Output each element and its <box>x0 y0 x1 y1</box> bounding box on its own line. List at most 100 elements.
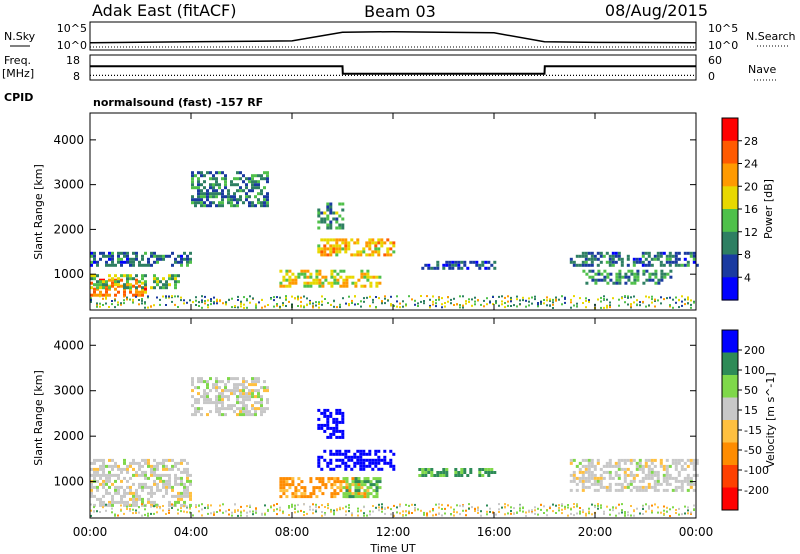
ground-scatter-cell <box>468 507 470 510</box>
scatter-cell <box>135 251 138 255</box>
scatter-cell <box>194 186 197 190</box>
scatter-cell <box>590 470 594 474</box>
scatter-cell <box>611 251 615 255</box>
scatter-cell <box>677 461 681 465</box>
ground-scatter-cell <box>669 515 671 517</box>
scatter-cell <box>332 211 336 215</box>
scatter-cell <box>189 251 192 255</box>
scatter-cell <box>650 476 654 480</box>
scatter-cell <box>617 473 621 477</box>
scatter-cell <box>338 238 342 242</box>
scatter-cell <box>372 483 376 487</box>
scatter-cell <box>636 269 640 273</box>
scatter-cell <box>251 201 254 205</box>
scatter-cell <box>174 494 177 498</box>
ground-scatter-cell <box>501 506 503 509</box>
velocity-heatmap <box>90 377 699 517</box>
colorbar-swatch <box>722 330 738 353</box>
scatter-cell <box>653 254 657 258</box>
ground-scatter-cell <box>654 503 656 506</box>
scatter-cell <box>315 477 319 481</box>
ground-scatter-cell <box>663 298 665 301</box>
scatter-cell <box>123 494 126 498</box>
scatter-cell <box>323 449 327 453</box>
scatter-cell <box>611 257 615 261</box>
ground-scatter-cell <box>300 296 302 299</box>
scatter-cell <box>448 260 452 264</box>
scatter-cell <box>650 461 654 465</box>
ground-scatter-cell <box>210 504 212 507</box>
scatter-cell <box>245 195 248 199</box>
scatter-cell <box>263 201 266 205</box>
scatter-cell <box>342 284 346 288</box>
scatter-cell <box>351 495 355 499</box>
scatter-cell <box>360 272 364 276</box>
scatter-cell <box>341 226 345 230</box>
scatter-cell <box>266 407 269 411</box>
scatter-cell <box>356 250 360 254</box>
scatter-cell <box>326 414 330 418</box>
scatter-cell <box>650 467 654 471</box>
scatter-cell <box>123 488 126 492</box>
scatter-cell <box>584 479 588 483</box>
scatter-cell <box>194 386 197 390</box>
scatter-cell <box>135 274 138 278</box>
ground-scatter-cell <box>360 305 362 308</box>
ground-scatter-cell <box>198 510 200 513</box>
scatter-cell <box>338 202 342 206</box>
scatter-cell <box>117 277 120 281</box>
scatter-cell <box>318 269 322 273</box>
scatter-cell <box>318 281 322 285</box>
scatter-cell <box>251 380 254 384</box>
ground-scatter-cell <box>405 514 407 517</box>
ground-scatter-cell <box>213 513 215 516</box>
scatter-cell <box>611 263 615 267</box>
scatter-cell <box>129 260 132 264</box>
scatter-cell <box>254 401 257 405</box>
scatter-cell <box>342 269 346 273</box>
scatter-cell <box>326 423 330 427</box>
scatter-cell <box>581 251 585 255</box>
scatter-cell <box>254 186 257 190</box>
scatter-cell <box>608 461 612 465</box>
scatter-cell <box>99 293 102 297</box>
scatter-cell <box>239 401 242 405</box>
scatter-cell <box>126 491 129 495</box>
scatter-cell <box>218 407 221 411</box>
scatter-cell <box>203 380 206 384</box>
scatter-cell <box>138 497 141 501</box>
colorbar-tick-label: 16 <box>744 203 758 216</box>
scatter-cell <box>680 488 684 492</box>
ground-scatter-cell <box>282 304 284 307</box>
ground-scatter-cell <box>615 514 617 517</box>
scatter-cell <box>686 488 690 492</box>
ground-scatter-cell <box>510 512 512 515</box>
ground-scatter-cell <box>618 512 620 515</box>
ground-scatter-cell <box>210 298 212 301</box>
scatter-cell <box>93 485 96 489</box>
ground-scatter-cell <box>222 503 224 506</box>
scatter-cell <box>138 290 141 294</box>
ground-scatter-cell <box>447 504 449 507</box>
scatter-cell <box>317 208 321 212</box>
scatter-cell <box>445 263 449 267</box>
ground-scatter-cell <box>612 506 614 509</box>
scatter-cell <box>159 280 162 284</box>
scatter-cell <box>129 491 132 495</box>
scatter-cell <box>209 389 212 393</box>
scatter-cell <box>135 293 138 297</box>
scatter-cell <box>153 280 156 284</box>
scatter-cell <box>608 464 612 468</box>
scatter-cell <box>212 401 215 405</box>
scatter-cell <box>333 489 337 493</box>
scatter-cell <box>327 480 331 484</box>
scatter-cell <box>189 482 192 486</box>
scatter-cell <box>602 470 606 474</box>
scatter-cell <box>356 455 360 459</box>
ground-scatter-cell <box>402 300 404 303</box>
scatter-cell <box>117 476 120 480</box>
ground-scatter-cell <box>261 512 263 515</box>
ground-scatter-cell <box>690 512 692 515</box>
scatter-cell <box>674 263 678 267</box>
ground-scatter-cell <box>495 300 497 303</box>
